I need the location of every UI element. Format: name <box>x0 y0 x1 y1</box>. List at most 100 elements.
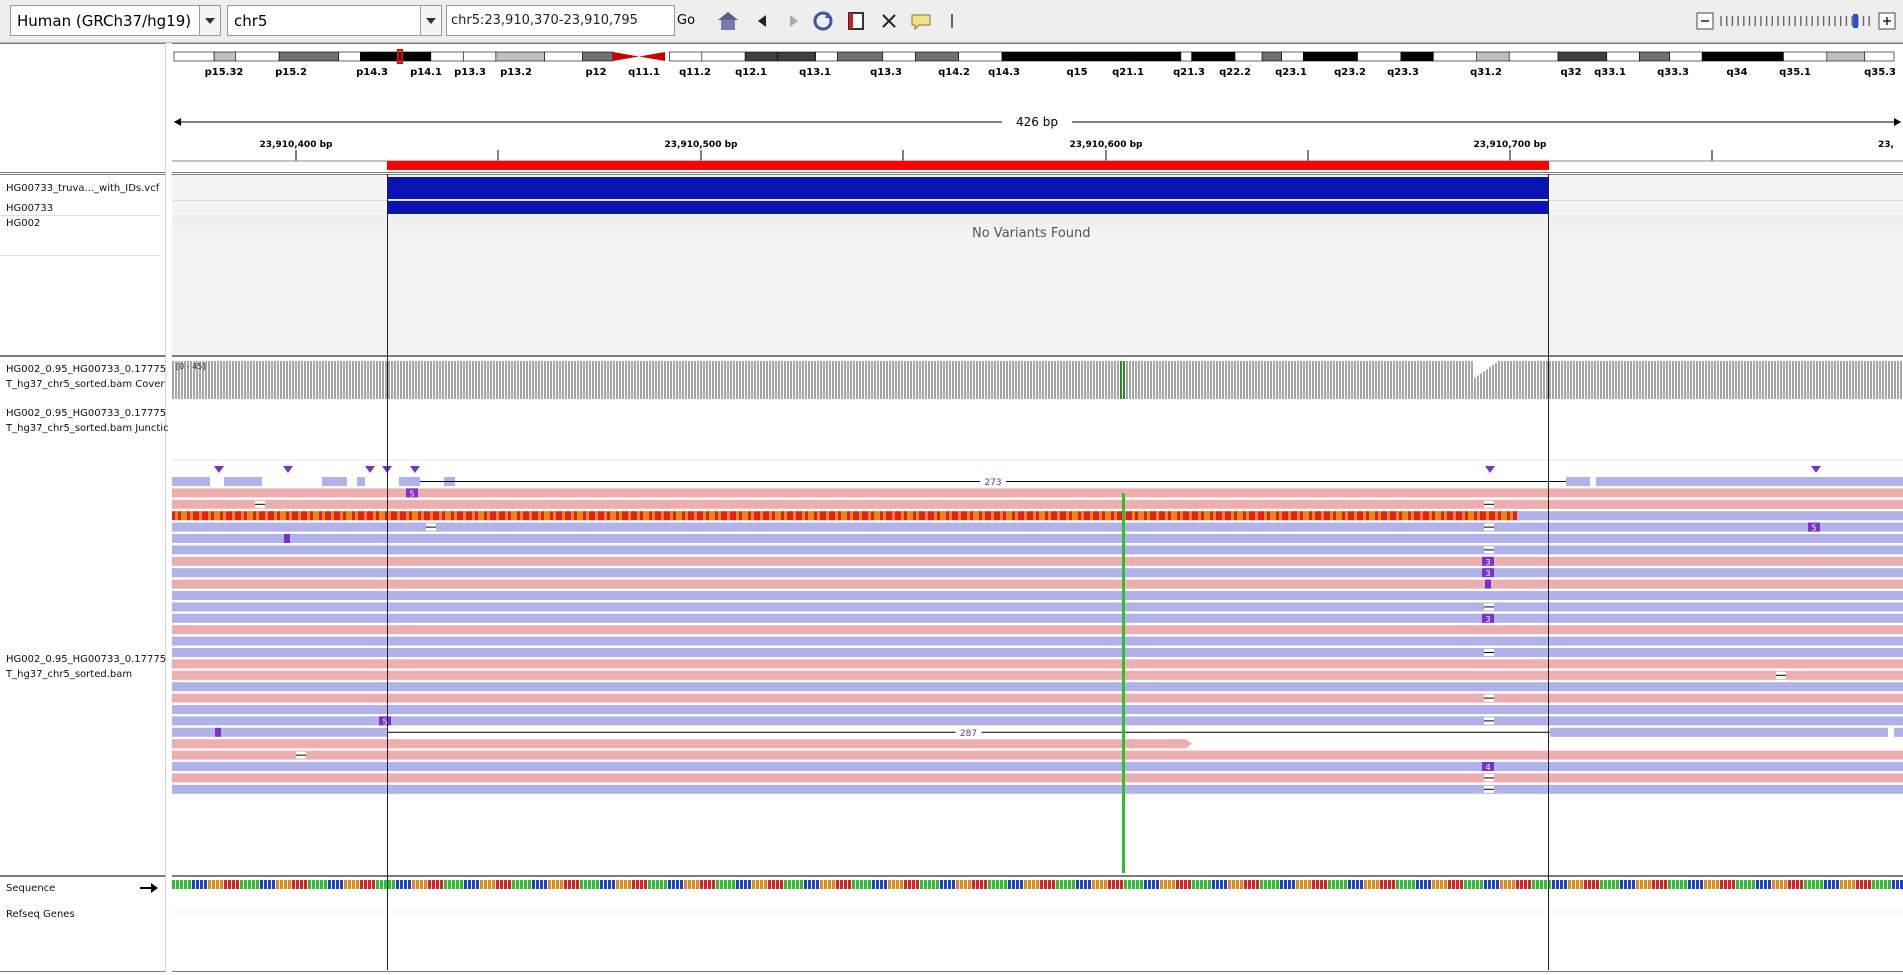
ideogram-band <box>1508 51 1559 62</box>
sequence-base <box>1248 880 1251 889</box>
vcf-track-name[interactable]: HG00733_truva..._with_IDs.vcf <box>6 183 160 194</box>
sequence-base <box>1448 880 1451 889</box>
popup-text-icon[interactable] <box>908 8 934 34</box>
fit-window-icon[interactable] <box>876 8 902 34</box>
mismatch-base <box>1432 511 1435 521</box>
go-button[interactable]: Go <box>677 13 696 28</box>
refresh-icon[interactable] <box>810 8 836 34</box>
coverage-bar <box>856 361 858 399</box>
coverage-bar <box>1165 361 1167 399</box>
strand-arrow-icon[interactable] <box>140 883 158 893</box>
mismatch-base <box>1384 511 1387 521</box>
coverage-bar <box>1516 361 1518 399</box>
coverage-bar <box>1393 361 1395 399</box>
coverage-bar <box>415 361 417 399</box>
mismatch-base <box>421 511 424 521</box>
sequence-base <box>1400 880 1403 889</box>
sequence-base <box>1220 880 1223 889</box>
coverage-bar <box>1018 361 1020 399</box>
mismatch-base <box>382 511 385 521</box>
sequence-base <box>1360 880 1363 889</box>
sequence-base <box>876 880 879 889</box>
coverage-bar <box>196 361 198 399</box>
alignment-read <box>172 625 1903 635</box>
coverage-bar <box>1177 361 1179 399</box>
insertion-mark <box>1808 522 1820 532</box>
coverage-bar <box>283 361 285 399</box>
forward-icon[interactable] <box>780 8 806 34</box>
sequence-base <box>1572 880 1575 889</box>
coverage-bar <box>319 361 321 399</box>
genome-select[interactable]: Human (GRCh37/hg19) <box>10 5 221 36</box>
mismatch-base <box>763 511 766 521</box>
junction-track-name-2[interactable]: T_hg37_chr5_sorted.bam Junctic <box>6 423 169 434</box>
sample-hg002-name[interactable]: HG002 <box>6 218 41 229</box>
mismatch-base <box>1015 511 1018 521</box>
mismatch-base <box>607 511 610 521</box>
mismatch-base <box>1006 511 1009 521</box>
roi-icon[interactable] <box>843 8 869 34</box>
back-icon[interactable] <box>750 8 776 34</box>
mismatch-base <box>487 511 490 521</box>
sequence-base <box>1372 880 1375 889</box>
vcf-variant-bar[interactable] <box>387 177 1549 199</box>
refseq-track-name[interactable]: Refseq Genes <box>6 909 75 920</box>
chromosome-select[interactable]: chr5 <box>227 5 442 36</box>
coverage-bar <box>1669 361 1671 399</box>
coverage-bar <box>517 361 519 399</box>
mismatch-base <box>946 511 949 521</box>
sequence-base <box>800 880 803 889</box>
alignment-track-name-2[interactable]: T_hg37_chr5_sorted.bam <box>6 669 133 680</box>
sample-hg00733-name[interactable]: HG00733 <box>6 203 54 214</box>
coverage-bar <box>940 361 942 399</box>
sequence-base <box>1668 880 1671 889</box>
zoom-widget[interactable] <box>1696 10 1896 32</box>
coverage-bar <box>937 361 939 399</box>
coverage-bar <box>385 361 387 399</box>
mismatch-base <box>790 511 793 521</box>
coverage-bar <box>736 361 738 399</box>
junction-track-name-1[interactable]: HG002_0.95_HG00733_0.17775 <box>6 408 167 419</box>
sequence-base <box>908 880 911 889</box>
coverage-bar <box>1291 361 1293 399</box>
coverage-bar <box>253 361 255 399</box>
mismatch-base <box>397 511 400 521</box>
alignment-track-name-1[interactable]: HG002_0.95_HG00733_0.17775 <box>6 654 167 665</box>
home-icon[interactable] <box>715 8 741 34</box>
sequence-base <box>1888 880 1891 889</box>
coverage-bar <box>991 361 993 399</box>
chevron-down-icon[interactable] <box>420 6 441 35</box>
coverage-bar <box>1462 361 1464 399</box>
sequence-base <box>1196 880 1199 889</box>
sequence-base <box>1476 880 1479 889</box>
coverage-bar <box>370 361 372 399</box>
mismatch-base <box>1042 511 1045 521</box>
sequence-base <box>1232 880 1235 889</box>
mismatch-base <box>1243 511 1246 521</box>
mismatch-base <box>373 511 376 521</box>
vcf-genotype-hg00733[interactable] <box>387 201 1549 214</box>
chevron-down-icon[interactable] <box>199 6 220 35</box>
sequence-base <box>1560 880 1563 889</box>
coverage-bar <box>1363 361 1365 399</box>
coverage-bar <box>1699 361 1701 399</box>
coverage-bar <box>979 361 981 399</box>
coverage-bar <box>1318 361 1320 399</box>
sequence-base <box>1748 880 1751 889</box>
deletion-label: 273 <box>984 478 1001 488</box>
coverage-bar <box>1567 361 1569 399</box>
sequence-base <box>1212 880 1215 889</box>
coverage-track-name-1[interactable]: HG002_0.95_HG00733_0.17775 <box>6 364 167 375</box>
coverage-bar <box>1012 361 1014 399</box>
coverage-bar <box>1033 361 1035 399</box>
sequence-base <box>1836 880 1839 889</box>
sequence-base <box>1580 880 1583 889</box>
sequence-base <box>1336 880 1339 889</box>
sequence-track-name[interactable]: Sequence <box>6 883 56 894</box>
locus-input[interactable]: chr5:23,910,370-23,910,795 <box>446 5 675 36</box>
coverage-bar <box>1540 361 1542 399</box>
mismatch-base <box>193 511 196 521</box>
region-of-interest-bar[interactable] <box>387 161 1549 170</box>
coverage-bar <box>1882 361 1884 399</box>
coverage-track-name-2[interactable]: T_hg37_chr5_sorted.bam Cover <box>6 379 165 390</box>
